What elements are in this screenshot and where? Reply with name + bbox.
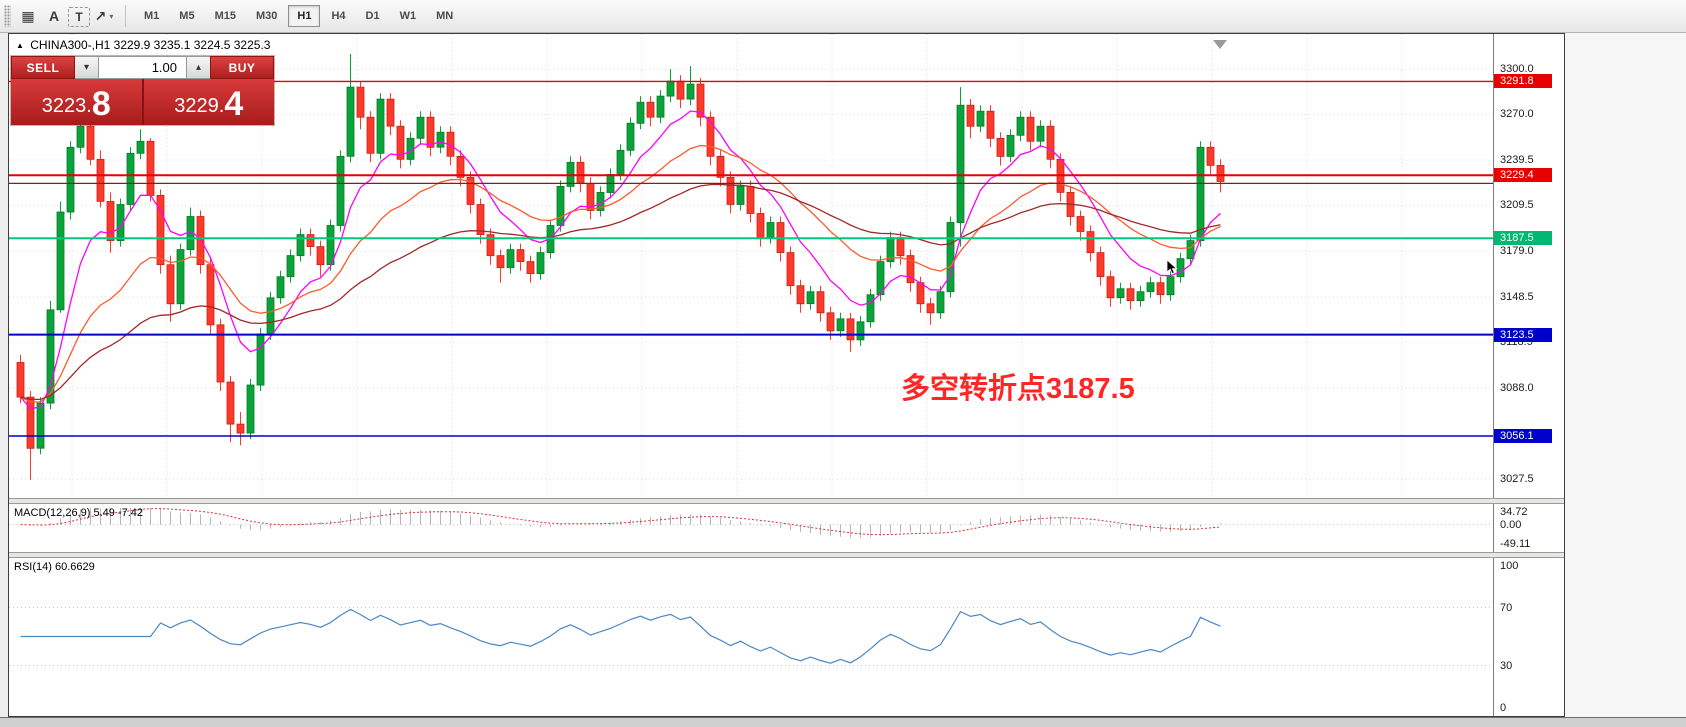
rsi-pane: RSI(14) 60.6629 100 70 30 0 — [9, 558, 1564, 716]
ma-fast-line — [20, 110, 1221, 410]
macd-axis: 34.72 0.00 -49.11 — [1493, 504, 1564, 552]
chart-ohlc: 3229.9 3235.1 3224.5 3225.3 — [113, 38, 271, 52]
macd-label: MACD(12,26,9) 5.49 -7.42 — [14, 507, 144, 519]
price-chart-svg — [9, 34, 1493, 498]
horizontal-lines-layer[interactable] — [9, 80, 1493, 437]
chart-symbol: CHINA300-,H1 — [30, 38, 111, 52]
timeframe-button-m15[interactable]: M15 — [214, 10, 236, 22]
ask-price-display[interactable]: 3229. 4 — [141, 79, 274, 125]
chart-header: ▲ CHINA300-,H1 3229.9 3235.1 3224.5 3225… — [16, 38, 270, 52]
rsi-svg — [9, 607, 1493, 666]
rsi-label: RSI(14) 60.6629 — [14, 561, 95, 573]
rsi-axis-label: 30 — [1500, 659, 1513, 672]
collapse-marker-icon: ▲ — [16, 41, 24, 50]
macd-svg — [9, 508, 1493, 538]
rsi-line — [20, 608, 1221, 664]
price-badge: 3229.4 — [1494, 168, 1552, 183]
macd-signal-line — [20, 508, 1221, 536]
volume-input[interactable] — [98, 56, 187, 79]
window-bottom-frame — [0, 717, 1686, 727]
price-axis-label: 3239.5 — [1500, 154, 1534, 167]
pane-splitter-rsi[interactable] — [9, 552, 1564, 558]
ask-big-digit: 4 — [224, 85, 244, 123]
bid-price-display[interactable]: 3223. 8 — [11, 79, 142, 125]
one-click-trading-panel: SELL ▾ ▴ BUY 3223.8 3229.4 — [11, 56, 274, 125]
price-axis-label: 3027.5 — [1500, 473, 1534, 486]
rsi-axis: 100 70 30 0 — [1493, 558, 1564, 716]
price-pane: ▲ CHINA300-,H1 3229.9 3235.1 3224.5 3225… — [9, 34, 1564, 498]
pane-splitter-macd[interactable] — [9, 498, 1564, 504]
price-chart[interactable]: ▲ CHINA300-,H1 3229.9 3235.1 3224.5 3225… — [9, 34, 1493, 498]
price-badge: 3291.8 — [1494, 74, 1552, 89]
macd-axis-label: -49.11 — [1500, 538, 1531, 550]
price-axis-label: 3088.0 — [1500, 382, 1534, 395]
bid-main-digits: 3223. — [41, 95, 92, 117]
arrow-shapes-icon[interactable]: ↗ ▾ — [94, 7, 114, 24]
toolbar-drag-handle[interactable] — [4, 5, 11, 27]
macd-axis-label: 34.72 — [1500, 506, 1528, 518]
rsi-axis-label: 100 — [1500, 560, 1519, 572]
price-axis-label: 3179.0 — [1500, 245, 1534, 258]
price-badge: 3187.5 — [1494, 231, 1552, 246]
price-axis-label: 3300.0 — [1500, 63, 1534, 76]
price-axis-label: 3270.0 — [1500, 108, 1534, 121]
rsi-axis-label: 0 — [1500, 702, 1507, 714]
bid-big-digit: 8 — [91, 85, 111, 123]
timeframe-button-m1[interactable]: M1 — [144, 10, 160, 22]
timeframe-button-w1[interactable]: W1 — [399, 10, 417, 22]
toolbar-tools-group: ▦ A T ↗ ▾ — [15, 4, 117, 29]
macd-histogram — [30, 508, 1221, 538]
price-badge: 3056.1 — [1494, 429, 1552, 444]
timeframe-button-h1[interactable]: H1 — [288, 5, 321, 27]
timeframe-button-m5[interactable]: M5 — [179, 10, 195, 22]
chevron-down-icon: ▾ — [83, 62, 90, 73]
timeframe-button-d1[interactable]: D1 — [365, 10, 380, 22]
macd-pane: MACD(12,26,9) 5.49 -7.42 34.72 0.00 -49.11 — [9, 504, 1564, 552]
text-box-icon[interactable]: T — [68, 6, 90, 27]
mouse-cursor — [1166, 259, 1178, 275]
buy-button[interactable]: BUY — [210, 56, 274, 79]
volume-decrease-button[interactable]: ▾ — [75, 56, 98, 79]
price-axis-label: 3148.5 — [1500, 291, 1534, 303]
ma-slow-line — [20, 183, 1221, 401]
price-axis-label: 3209.5 — [1500, 199, 1534, 212]
timeframe-button-h4[interactable]: H4 — [331, 10, 346, 22]
ask-main-digits: 3229. — [174, 95, 225, 117]
price-badge: 3123.5 — [1494, 327, 1552, 342]
toolbar-separator — [125, 5, 126, 27]
bid-ask-display: 3223. 8 3229. 4 — [11, 79, 274, 125]
workspace-background — [1565, 33, 1686, 717]
ma-mid-line — [20, 144, 1221, 403]
volume-increase-button[interactable]: ▴ — [187, 56, 210, 79]
trade-controls-row: SELL ▾ ▴ BUY — [11, 56, 274, 79]
crosshair-grid-icon[interactable]: ▦ — [21, 7, 35, 24]
toolbar: ▦ A T ↗ ▾ M1 M5 M15 M30 H1 H4 D1 W1 MN — [0, 0, 1686, 33]
grid-layer — [9, 34, 1493, 498]
price-axis: 3300.0 3270.0 3239.5 3209.5 3179.0 3148.5 3118… — [1493, 34, 1564, 498]
candles-layer — [16, 54, 1225, 480]
timeframe-button-m30[interactable]: M30 — [255, 10, 278, 22]
text-label-icon[interactable]: A — [48, 7, 60, 24]
sell-button[interactable]: SELL — [11, 56, 75, 79]
timeframe-button-mn[interactable]: MN — [436, 10, 454, 22]
macd-axis-label: 0.00 — [1500, 518, 1522, 531]
dropdown-caret-icon: ▾ — [109, 11, 114, 21]
timeframe-buttons-group: M1 M5 M15 M30 H1 H4 D1 W1 MN — [134, 5, 463, 27]
chevron-up-icon: ▴ — [195, 62, 202, 73]
rsi-panel[interactable]: RSI(14) 60.6629 — [9, 558, 1493, 716]
chart-shift-marker[interactable] — [1213, 40, 1227, 49]
macd-panel[interactable]: MACD(12,26,9) 5.49 -7.42 — [9, 504, 1493, 552]
chart-window: ▲ CHINA300-,H1 3229.9 3235.1 3224.5 3225… — [8, 33, 1565, 717]
chart-text-annotation[interactable]: 多空转折点3187.5 — [901, 373, 1135, 405]
rsi-axis-label: 70 — [1500, 601, 1513, 614]
